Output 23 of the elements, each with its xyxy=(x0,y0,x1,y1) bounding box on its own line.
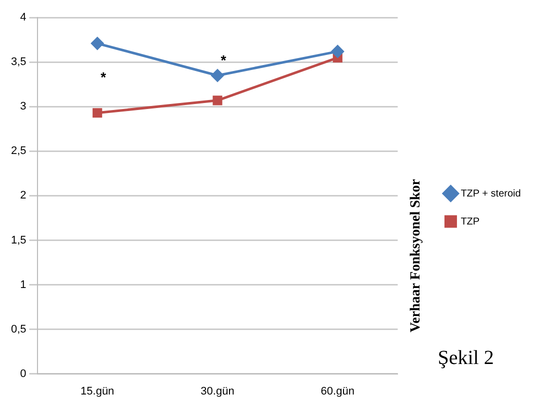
text: Şekil 2 xyxy=(438,347,494,370)
y-tick-label: 1 xyxy=(20,278,26,291)
point xyxy=(331,45,344,58)
y-tick-label: 2,5 xyxy=(10,145,26,158)
annotation: * xyxy=(220,52,227,68)
y-tick-label: 3,5 xyxy=(10,56,26,68)
point xyxy=(212,96,222,106)
x-tick-label: 15.gün xyxy=(80,385,114,398)
y-tick-label: 1,5 xyxy=(10,234,26,246)
y-tick-label: 0,5 xyxy=(10,323,26,336)
point xyxy=(92,108,102,118)
legend-label: TZP xyxy=(460,216,480,228)
y-axis-title: Verhaar Fonksyonel Skor xyxy=(408,179,424,332)
y-tick-label: 4 xyxy=(20,12,26,24)
x-tick-label: 60.gün xyxy=(320,385,354,398)
y-tick-label: 3 xyxy=(20,100,26,113)
x-tick-label: 30.gün xyxy=(200,385,234,398)
point xyxy=(211,69,224,82)
legend-label: TZP + steroid xyxy=(460,188,521,200)
y-tick-label: 2 xyxy=(20,190,26,202)
point xyxy=(91,37,104,50)
annotation: * xyxy=(100,69,107,86)
y-tick-label: 0 xyxy=(20,368,26,380)
